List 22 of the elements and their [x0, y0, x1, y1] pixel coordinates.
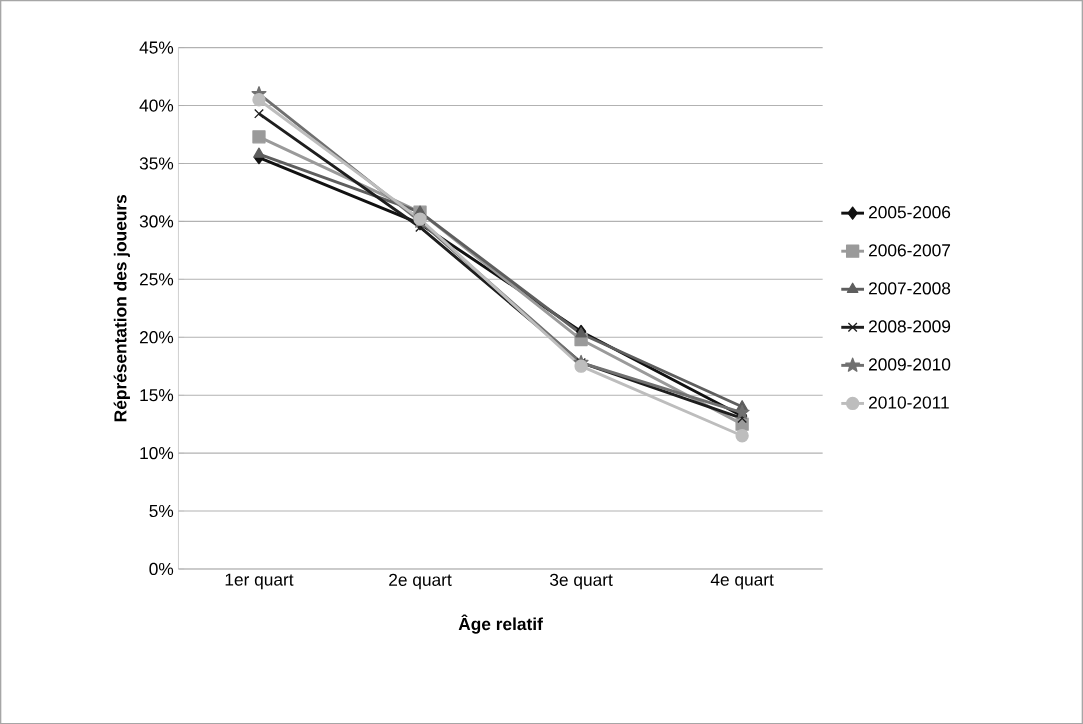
legend-label: 2010-2011: [869, 396, 949, 409]
y-tick-label: 20%: [139, 330, 174, 344]
y-tick-label: 0%: [149, 562, 174, 575]
y-axis-title: Réprésentation des joueurs: [113, 194, 130, 421]
y-tick-label: 40%: [139, 99, 174, 112]
legend-label: 2007-2008: [869, 281, 951, 295]
x-tick-label: 3e quart: [549, 573, 613, 590]
x-axis-title: Âge relatif: [458, 614, 543, 634]
legend-label: 2008-2009: [869, 320, 951, 333]
y-tick-label: 30%: [139, 215, 174, 228]
x-tick-label: 1er quart: [225, 573, 294, 589]
x-tick-label: 2e quart: [389, 573, 452, 590]
legend-label: 2005-2006: [869, 205, 951, 219]
legend-label: 2009-2010: [869, 358, 951, 371]
legend-label: 2006-2007: [869, 243, 951, 257]
x-tick-label: 4e quart: [710, 573, 774, 589]
y-tick-label: 5%: [149, 504, 174, 517]
y-tick-label: 35%: [139, 157, 174, 170]
y-tick-label: 45%: [139, 41, 174, 54]
y-tick-label: 10%: [140, 446, 174, 460]
y-tick-label: 15%: [140, 388, 174, 402]
y-tick-label: 25%: [139, 272, 174, 286]
